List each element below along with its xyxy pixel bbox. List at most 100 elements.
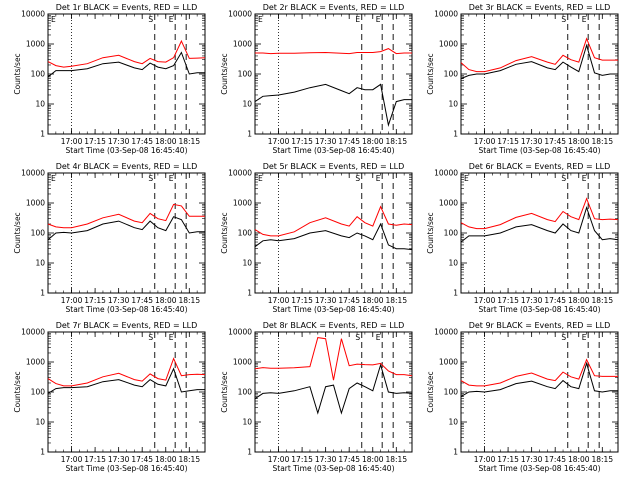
events-series-line <box>460 43 618 80</box>
y-axis-label: Counts/sec <box>426 212 435 253</box>
x-axis-label: Start Time (03-Sep-08 16:45:40) <box>66 464 188 473</box>
y-tick-label: 10 <box>35 100 45 109</box>
x-tick-label: 17:30 <box>108 296 130 305</box>
lld-series-line <box>47 203 205 229</box>
marker-letter: S <box>561 174 566 183</box>
y-tick-label: 10000 <box>21 169 45 178</box>
y-tick-label: 10000 <box>228 169 252 178</box>
marker-letter: S <box>355 333 360 342</box>
events-series-line <box>254 83 412 127</box>
x-tick-label: 17:45 <box>338 455 360 464</box>
x-axis-label: Start Time (03-Sep-08 16:45:40) <box>273 464 395 473</box>
panel-4: Det 4r BLACK = Events, RED = LLD 1 10 100 10… <box>13 162 206 314</box>
lld-series-line <box>254 337 413 381</box>
y-tick-label: 1000 <box>233 358 252 367</box>
events-series-line <box>254 222 413 251</box>
marker-letter: E <box>464 174 469 183</box>
x-tick-label: 18:15 <box>178 296 200 305</box>
x-tick-label: 17:45 <box>338 296 360 305</box>
marker-letter: S <box>561 333 566 342</box>
x-tick-label: 17:15 <box>497 296 519 305</box>
marker-letter: S <box>355 174 360 183</box>
marker-letter: S <box>148 15 153 24</box>
y-axis-label: Counts/sec <box>13 53 22 94</box>
panel-6: Det 6r BLACK = Events, RED = LLD 1 10 100 10… <box>426 162 619 314</box>
x-tick-label: 18:00 <box>568 137 590 146</box>
lld-series-line <box>255 48 412 55</box>
x-tick-label: 17:15 <box>84 296 106 305</box>
panel-title: Det 8r BLACK = Events, RED = LLD <box>263 321 405 330</box>
y-tick-label: 100 <box>31 388 46 397</box>
panel-title: Det 5r BLACK = Events, RED = LLD <box>263 162 405 171</box>
y-tick-label: 10000 <box>21 10 45 19</box>
panel-9: Det 9r BLACK = Events, RED = LLD 1 10 100 10… <box>426 321 619 473</box>
panel-7: Det 7r BLACK = Events, RED = LLD 1 10 100 10… <box>13 321 206 473</box>
y-tick-label: 1 <box>247 130 252 139</box>
y-tick-label: 1000 <box>439 40 458 49</box>
y-axis-label: Counts/sec <box>220 371 229 412</box>
x-tick-label: 17:15 <box>291 137 313 146</box>
marker-letter: E <box>582 174 587 183</box>
x-tick-label: 17:15 <box>291 296 313 305</box>
lld-series-line <box>254 205 413 237</box>
y-tick-label: 1000 <box>26 199 45 208</box>
x-tick-label: 17:30 <box>521 455 543 464</box>
lld-series-line <box>47 39 206 68</box>
y-axis-label: Counts/sec <box>220 212 229 253</box>
y-tick-label: 10 <box>35 418 45 427</box>
x-tick-label: 17:15 <box>497 137 519 146</box>
x-axis-label: Start Time (03-Sep-08 16:45:40) <box>479 464 601 473</box>
panel-title: Det 7r BLACK = Events, RED = LLD <box>56 321 198 330</box>
x-tick-label: 17:45 <box>131 137 153 146</box>
y-tick-label: 10 <box>35 259 45 268</box>
panel-title: Det 1r BLACK = Events, RED = LLD <box>56 3 198 12</box>
marker-letter: S <box>148 174 153 183</box>
panel-2: Det 2r BLACK = Events, RED = LLD 1 10 100 10… <box>220 3 413 155</box>
x-axis-label: Start Time (03-Sep-08 16:45:40) <box>273 305 395 314</box>
panel-title: Det 9r BLACK = Events, RED = LLD <box>469 321 611 330</box>
x-tick-label: 17:00 <box>268 455 290 464</box>
x-tick-label: 18:00 <box>362 296 384 305</box>
y-tick-label: 1 <box>453 130 458 139</box>
marker-letter: E <box>258 174 263 183</box>
x-tick-label: 18:00 <box>568 296 590 305</box>
y-tick-label: 10000 <box>434 169 458 178</box>
y-tick-label: 1 <box>247 289 252 298</box>
marker-letter: S <box>148 333 153 342</box>
y-tick-label: 10 <box>242 259 252 268</box>
y-tick-label: 1 <box>453 448 458 457</box>
marker-letter: S <box>561 15 566 24</box>
y-tick-label: 100 <box>444 229 459 238</box>
y-axis-label: Counts/sec <box>220 53 229 94</box>
x-tick-label: 17:45 <box>544 137 566 146</box>
events-series-line <box>47 367 205 394</box>
x-tick-label: 17:15 <box>497 455 519 464</box>
lld-series-line <box>460 37 618 73</box>
events-series-line <box>254 363 413 415</box>
panel-title: Det 6r BLACK = Events, RED = LLD <box>469 162 611 171</box>
lld-series-line <box>47 357 206 387</box>
panel-5: Det 5r BLACK = Events, RED = LLD 1 10 100 10… <box>220 162 413 314</box>
x-tick-label: 17:15 <box>84 455 106 464</box>
x-axis-label: Start Time (03-Sep-08 16:45:40) <box>66 146 188 155</box>
panel-1: Det 1r BLACK = Events, RED = LLD 1 10 100 10… <box>13 3 206 155</box>
marker-letter: E <box>169 333 174 342</box>
y-tick-label: 100 <box>31 70 46 79</box>
x-tick-label: 18:00 <box>362 455 384 464</box>
x-axis-label: Start Time (03-Sep-08 16:45:40) <box>273 146 395 155</box>
y-tick-label: 100 <box>444 70 459 79</box>
panel-title: Det 4r BLACK = Events, RED = LLD <box>56 162 198 171</box>
y-tick-label: 100 <box>444 388 459 397</box>
y-tick-label: 1 <box>247 448 252 457</box>
y-tick-label: 10000 <box>228 328 252 337</box>
events-series-line <box>460 205 619 243</box>
x-tick-label: 17:30 <box>108 455 130 464</box>
x-tick-label: 17:00 <box>268 137 290 146</box>
x-tick-label: 17:45 <box>131 296 153 305</box>
x-tick-label: 17:45 <box>544 296 566 305</box>
y-tick-label: 1 <box>453 289 458 298</box>
x-tick-label: 18:00 <box>155 455 177 464</box>
y-tick-label: 10 <box>448 259 458 268</box>
y-axis-label: Counts/sec <box>426 371 435 412</box>
